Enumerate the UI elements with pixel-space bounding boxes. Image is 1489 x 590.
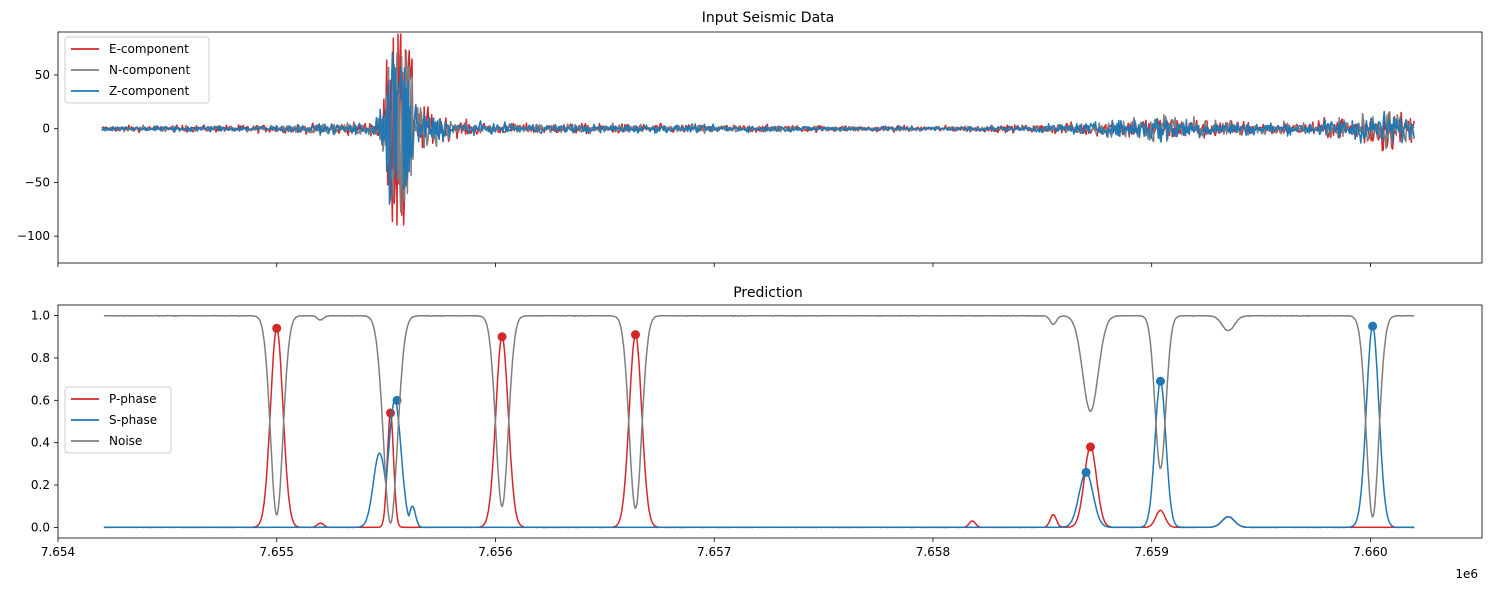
prediction-pick-marker — [272, 323, 282, 333]
prediction-pick-marker — [1085, 442, 1095, 452]
prediction-legend: P-phase S-phase Noise — [64, 386, 172, 454]
prediction-x-tick-label: 7.654 — [41, 545, 75, 559]
prediction-series-s-phase — [103, 325, 1415, 529]
prediction-y-tick-label: 1.0 — [31, 309, 50, 323]
prediction-pick-marker — [1081, 467, 1091, 477]
prediction-x-tick-label: 7.658 — [916, 545, 950, 559]
prediction-series-noise — [103, 314, 1415, 524]
prediction-pick-marker — [1368, 321, 1378, 331]
prediction-y-tick-label: 0.4 — [31, 436, 50, 450]
prediction-legend-label: S-phase — [109, 413, 157, 427]
prediction-x-axis: 7.654 7.655 7.656 7.657 7.658 7.659 7.660 — [41, 538, 1388, 559]
prediction-y-tick-label: 0.6 — [31, 393, 50, 407]
x-offset-label: 1e6 — [1455, 567, 1478, 581]
seismic-plot-area — [101, 33, 1415, 226]
seismic-title: Input Seismic Data — [702, 10, 835, 26]
seismic-legend-label: N-component — [109, 63, 190, 77]
prediction-x-tick-label: 7.656 — [478, 545, 512, 559]
seismic-y-tick-label: −100 — [17, 229, 50, 243]
prediction-y-axis: 0.0 0.2 0.4 0.6 0.8 1.0 — [31, 309, 58, 534]
prediction-pick-marker — [630, 330, 640, 340]
prediction-legend-label: P-phase — [109, 392, 157, 406]
seismic-x-axis — [57, 263, 1371, 267]
seismic-legend-label: Z-component — [109, 84, 190, 98]
prediction-y-tick-label: 0.8 — [31, 351, 50, 365]
prediction-y-tick-label: 0.0 — [31, 520, 50, 534]
prediction-axes-frame — [57, 304, 1483, 539]
prediction-pick-marker — [1155, 376, 1165, 386]
seismic-y-tick-label: 50 — [35, 68, 50, 82]
prediction-x-tick-label: 7.660 — [1353, 545, 1387, 559]
prediction-x-tick-label: 7.657 — [697, 545, 731, 559]
prediction-x-tick-label: 7.659 — [1135, 545, 1169, 559]
prediction-legend-label: Noise — [109, 434, 142, 448]
seismic-y-tick-label: −50 — [25, 175, 50, 189]
seismic-legend: E-component N-component Z-component — [64, 36, 210, 104]
prediction-series-p-phase — [103, 327, 1415, 529]
prediction-pick-marker — [497, 332, 507, 342]
seismic-axes-frame — [57, 31, 1483, 264]
seismic-panel: Input Seismic Data 50 0 −50 −100 E-componen… — [17, 10, 1483, 267]
prediction-title: Prediction — [733, 285, 803, 301]
prediction-x-tick-label: 7.655 — [260, 545, 294, 559]
seismic-legend-label: E-component — [109, 42, 189, 56]
seismic-y-axis: 50 0 −50 −100 — [17, 68, 58, 243]
prediction-y-tick-label: 0.2 — [31, 478, 50, 492]
seismic-y-tick-label: 0 — [42, 122, 50, 136]
prediction-pick-marker — [385, 408, 395, 418]
seismic-legend-box — [64, 36, 210, 104]
prediction-panel: Prediction 0.0 0.2 0.4 0.6 0.8 1.0 7.654 7.655… — [31, 285, 1483, 581]
prediction-legend-box — [64, 386, 172, 454]
seismic-series-z-component — [101, 51, 1415, 206]
prediction-plot-area — [103, 314, 1415, 529]
